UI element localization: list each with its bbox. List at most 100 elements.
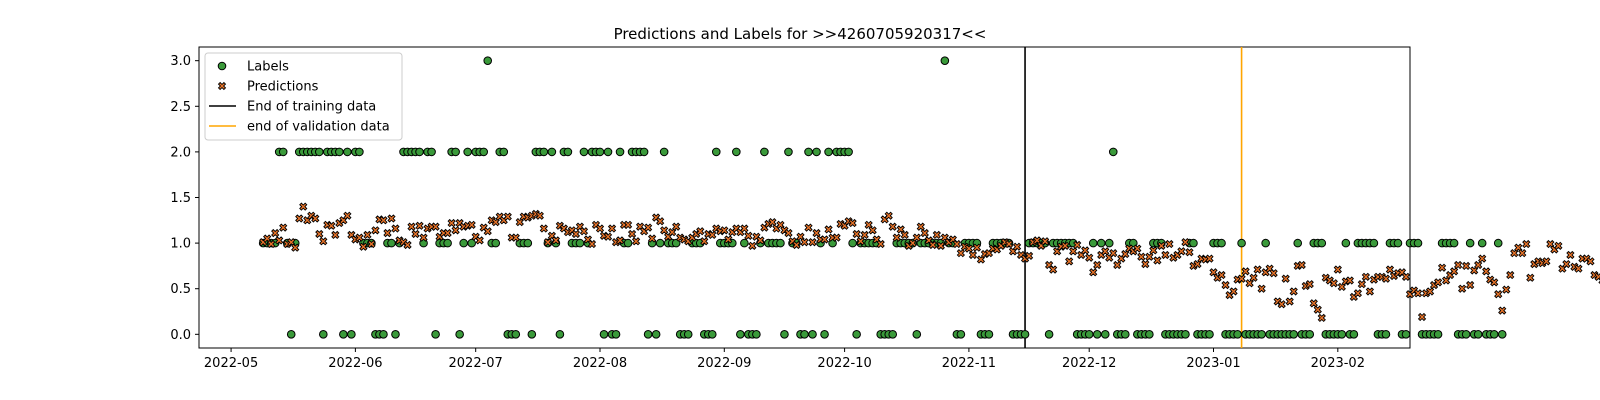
prediction-point [1221, 280, 1230, 290]
prediction-point [1490, 278, 1499, 287]
prediction-point [443, 228, 452, 238]
prediction-point [1229, 287, 1238, 296]
label-point [1465, 238, 1475, 248]
label-point [1181, 330, 1190, 339]
label-point [1217, 238, 1226, 248]
prediction-point [1149, 246, 1158, 255]
prediction-point [1181, 238, 1190, 247]
prediction-point [1462, 261, 1471, 271]
label-point [1120, 330, 1130, 339]
prediction-point [615, 236, 625, 245]
label-point [575, 238, 585, 248]
label-point [1337, 330, 1347, 339]
prediction-point [672, 222, 681, 231]
label-point [499, 147, 509, 157]
label-point [736, 330, 745, 339]
prediction-point [1542, 257, 1551, 266]
label-point [852, 330, 861, 339]
prediction-point [748, 241, 757, 250]
prediction-point [756, 236, 765, 245]
x-tick-label: 2022-11 [942, 356, 996, 371]
prediction-point [892, 233, 901, 242]
label-point [1092, 330, 1102, 339]
prediction-point [792, 240, 801, 250]
prediction-point [431, 222, 440, 231]
prediction-point [1498, 306, 1507, 315]
label-point [1349, 330, 1359, 339]
chart-title: Predictions and Labels for >>42607059203… [614, 25, 987, 43]
x-tick-label: 2022-10 [817, 356, 871, 371]
prediction-point [1586, 257, 1595, 266]
label-point [539, 147, 549, 157]
label-point [451, 147, 460, 157]
legend-label: end of validation data [247, 120, 390, 135]
prediction-point [936, 241, 945, 250]
prediction-point [1522, 239, 1531, 249]
prediction-point [1526, 273, 1535, 282]
prediction-point [1478, 254, 1487, 263]
prediction-point [1474, 260, 1483, 270]
prediction-point [483, 227, 492, 236]
prediction-point [832, 233, 841, 242]
prediction-point [1401, 272, 1411, 281]
label-point [1497, 330, 1507, 339]
label-point [1493, 238, 1503, 248]
prediction-point [1253, 265, 1262, 274]
prediction-point [1297, 260, 1306, 270]
prediction-point [1433, 278, 1443, 287]
y-tick-label: 1.0 [170, 237, 191, 252]
prediction-point [387, 214, 396, 223]
prediction-point [1574, 264, 1583, 273]
prediction-point [1040, 237, 1050, 246]
y-tick-label: 0.5 [170, 282, 191, 297]
label-point [1084, 330, 1094, 339]
label-point [1369, 238, 1379, 248]
prediction-point [311, 214, 320, 223]
prediction-point [1317, 313, 1326, 323]
prediction-point [1413, 289, 1423, 298]
prediction-point [824, 225, 833, 234]
legend-label: End of training data [247, 100, 376, 115]
plot-area: 2022-05 2022-06 2022-07 2022-08 2022-09 2022-… [170, 46, 1600, 371]
label-point [379, 330, 388, 339]
label-point [459, 238, 468, 248]
prediction-point [808, 238, 817, 247]
prediction-point [888, 222, 897, 231]
prediction-point [1093, 260, 1102, 270]
prediction-point [1109, 249, 1118, 258]
label-point [1473, 330, 1483, 339]
label-point [752, 330, 761, 339]
label-point [491, 238, 501, 248]
prediction-point [275, 236, 284, 245]
prediction-point [359, 242, 368, 251]
prediction-point [1133, 244, 1142, 253]
prediction-point [1566, 250, 1575, 260]
prediction-point [579, 227, 589, 236]
label-point [1433, 330, 1443, 339]
label-point [984, 330, 994, 339]
label-point [1020, 330, 1030, 339]
label-point [1237, 238, 1246, 248]
label-point [547, 147, 557, 157]
label-point [623, 238, 633, 248]
label-point [1104, 238, 1114, 248]
label-point [527, 330, 537, 339]
label-point [808, 330, 817, 339]
prediction-point [279, 223, 288, 232]
prediction-point [383, 228, 392, 238]
label-point [611, 330, 621, 339]
prediction-point [647, 234, 657, 243]
label-point [467, 238, 476, 248]
label-point [912, 330, 922, 339]
prediction-point [411, 229, 420, 239]
label-point [848, 238, 857, 248]
prediction-point [1277, 300, 1286, 309]
label-point [1100, 330, 1110, 339]
prediction-point [860, 230, 869, 240]
prediction-point [607, 224, 617, 233]
prediction-point [551, 236, 561, 245]
label-point [1108, 147, 1118, 157]
label-point [387, 238, 396, 248]
label-point [1449, 238, 1459, 248]
